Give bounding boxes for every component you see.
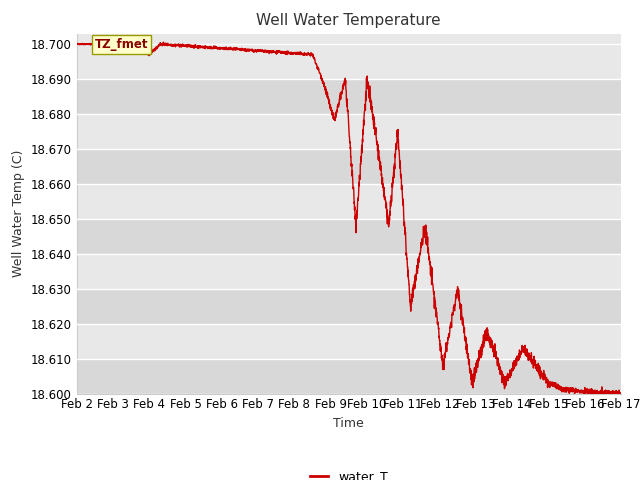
Legend: water_T: water_T <box>305 465 393 480</box>
Bar <box>77 324 621 359</box>
Bar <box>77 44 621 79</box>
Bar <box>77 254 621 289</box>
X-axis label: Time: Time <box>333 417 364 430</box>
Bar <box>77 219 621 254</box>
Bar <box>77 184 621 219</box>
Bar <box>77 79 621 114</box>
Text: TZ_fmet: TZ_fmet <box>95 37 148 50</box>
Bar <box>77 114 621 149</box>
Title: Well Water Temperature: Well Water Temperature <box>257 13 441 28</box>
Bar <box>77 359 621 394</box>
Bar <box>77 289 621 324</box>
Bar <box>77 149 621 184</box>
Y-axis label: Well Water Temp (C): Well Water Temp (C) <box>12 150 26 277</box>
